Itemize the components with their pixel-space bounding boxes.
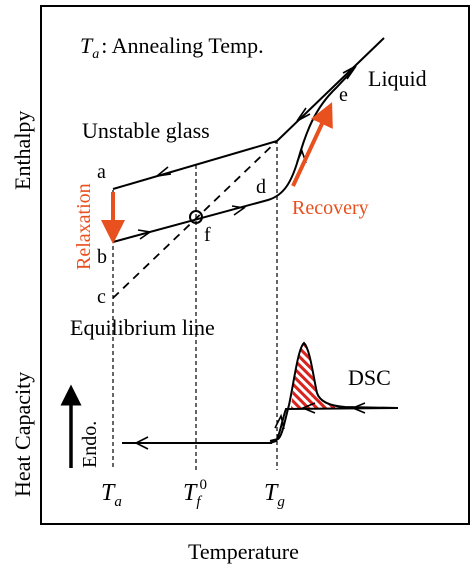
liquid-arrow-2 [296,107,311,122]
ta-sub: a [92,47,99,62]
point-d-label: d [256,176,266,198]
recovery-label: Recovery [292,197,369,219]
recovery-arrow [291,102,333,187]
glass-arrow [154,166,172,178]
annealing-temp-annotation: Ta: Annealing Temp. [80,33,264,62]
dsc-step-arrow-3 [300,402,316,414]
ta-desc: : Annealing Temp. [101,33,263,58]
plot-frame [40,5,470,525]
dsc-step-arrow-1 [274,413,285,430]
dsc-cooling-curve [269,407,399,444]
tick-tg: Tg [264,480,285,510]
dsc-label: DSC [348,365,391,390]
temperature-axis-label: Temperature [188,539,299,564]
liquid-arrow-1 [342,65,357,80]
ta-symbol: T [80,33,94,58]
unstable-glass-label: Unstable glass [82,118,210,143]
liquid-label: Liquid [368,66,427,91]
dsc-peak-hatch [291,343,335,408]
tick-ta: Ta [101,480,122,510]
endo-label: Endo. [79,421,101,468]
enthalpy-axis-label: Enthalpy [10,111,35,190]
glass-line-a [112,140,278,190]
dsc-baseline-arrow [134,436,149,450]
relaxed-arrow-1 [137,229,153,240]
point-c-label: c [97,286,106,308]
point-a-label: a [97,161,106,183]
dsc-heating-curve [269,341,399,442]
relaxation-label: Relaxation [73,183,95,270]
liquid-line [276,37,385,142]
intersection-point-f [189,210,203,224]
dsc-step-arrow-2 [350,402,366,414]
heat-capacity-axis-label: Heat Capacity [10,372,35,497]
relaxed-arrow-2 [231,205,247,216]
equilibrium-line-label: Equilibrium line [70,315,215,340]
point-e-label: e [339,84,348,106]
point-b-label: b [97,246,107,268]
point-f-label: f [204,224,211,246]
tick-tf0: Tf0 [183,477,207,510]
